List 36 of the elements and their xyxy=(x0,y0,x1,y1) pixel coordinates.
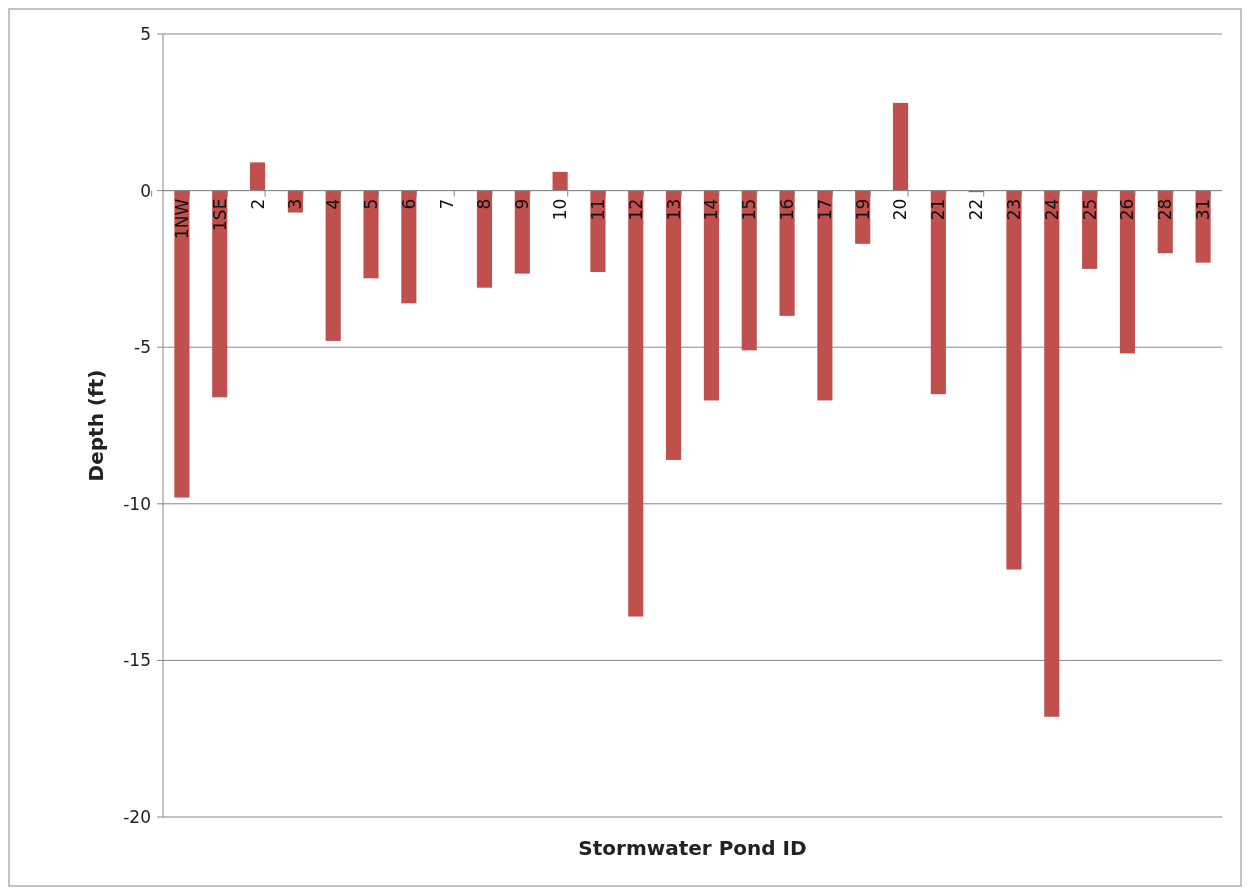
y-tick-label: -20 xyxy=(123,806,151,827)
y-tick-label: 5 xyxy=(140,23,151,44)
x-tick-label: 7 xyxy=(436,198,457,210)
x-tick-label: 12 xyxy=(625,198,646,221)
x-tick-label: 6 xyxy=(398,198,419,210)
x-tick-label: 14 xyxy=(701,198,722,221)
y-tick-label: -15 xyxy=(123,650,151,671)
x-tick-label: 1SE xyxy=(209,198,230,231)
x-tick-label: 13 xyxy=(663,198,684,221)
x-tick-label: 26 xyxy=(1117,198,1138,221)
x-tick-label: 10 xyxy=(550,198,571,221)
x-tick-label: 8 xyxy=(474,198,495,210)
x-tick-label: 21 xyxy=(928,198,949,221)
x-tick-label: 1NW xyxy=(171,198,192,239)
x-tick-label: 2 xyxy=(247,198,268,210)
x-tick-label: 22 xyxy=(966,198,987,221)
x-tick-label: 15 xyxy=(739,198,760,221)
x-tick-label: 17 xyxy=(814,198,835,221)
y-tick-label: 0 xyxy=(140,180,151,201)
x-tick-label: 5 xyxy=(360,198,381,210)
x-tick-label: 3 xyxy=(285,198,306,210)
x-tick-label: 16 xyxy=(777,198,797,221)
x-tick-label: 23 xyxy=(1003,198,1024,221)
x-axis-title: Stormwater Pond ID xyxy=(578,836,807,860)
x-tick-label: 24 xyxy=(1041,198,1062,221)
x-tick-label: 28 xyxy=(1155,198,1176,221)
x-tick-label: 20 xyxy=(890,198,911,221)
y-tick-label: -10 xyxy=(123,493,151,514)
y-tick-label: -5 xyxy=(134,337,151,358)
x-tick-label: 19 xyxy=(852,198,873,221)
y-axis-title: Depth (ft) xyxy=(84,369,108,482)
x-tick-label: 31 xyxy=(1193,198,1214,221)
x-tick-label: 25 xyxy=(1079,198,1100,221)
x-tick-label: 9 xyxy=(512,198,533,210)
x-tick-label: 11 xyxy=(587,198,608,221)
x-tick-label: 4 xyxy=(323,198,344,210)
